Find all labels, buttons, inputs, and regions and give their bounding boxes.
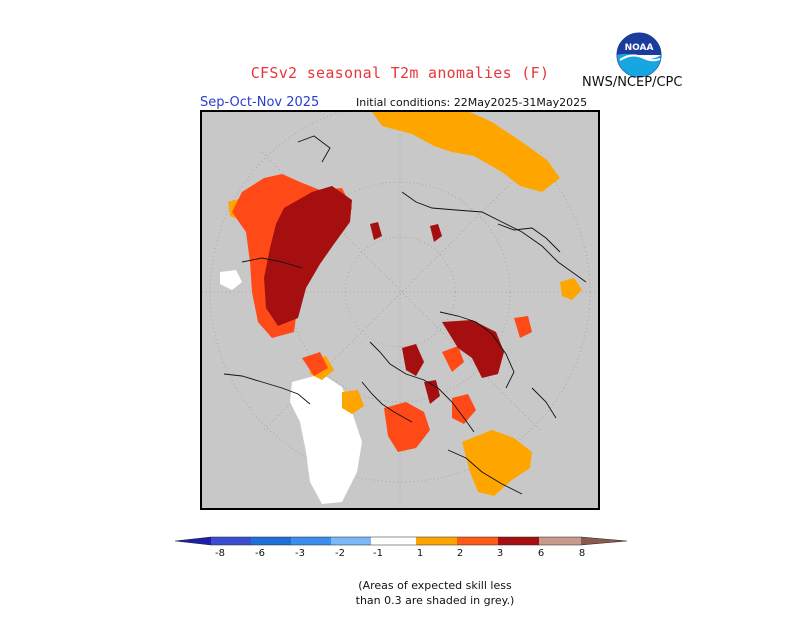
coastlines (223, 135, 587, 495)
map-title: CFSv2 seasonal T2m anomalies (F) (250, 64, 550, 82)
colorbar-label: -8 (215, 548, 225, 559)
colorbar-segment (498, 537, 539, 545)
skill-note-line1: (Areas of expected skill less (358, 579, 512, 592)
colorbar-label: -1 (373, 548, 383, 559)
colorbar-label: 2 (456, 548, 464, 559)
colorbar-label: -6 (255, 548, 265, 559)
colorbar-label: 1 (416, 548, 424, 559)
map-gridlines (202, 112, 598, 508)
credit-label: NWS/NCEP/CPC (582, 75, 683, 90)
colorbar-segment (331, 537, 371, 545)
colorbar-segment (457, 537, 498, 545)
colorbar-segment (211, 537, 251, 545)
colorbar-segment (291, 537, 331, 545)
anomaly-dark-red-areas (264, 186, 504, 404)
colorbar-low-arrow (175, 537, 211, 545)
skill-note-line2: than 0.3 are shaded in grey.) (355, 594, 515, 607)
colorbar-label: -2 (335, 548, 345, 559)
colorbar-segment (371, 537, 416, 545)
colorbar-label: 6 (537, 548, 545, 559)
season-label: Sep-Oct-Nov 2025 (200, 95, 320, 110)
colorbar-high-arrow (581, 537, 627, 545)
svg-text:NOAA: NOAA (625, 43, 654, 53)
initial-conditions-label: Initial conditions: 22May2025-31May2025 (356, 96, 588, 109)
polar-anomaly-map (200, 110, 600, 510)
colorbar-segment (539, 537, 581, 545)
colorbar-label: 8 (578, 548, 586, 559)
colorbar-label: 3 (496, 548, 504, 559)
color-scale-bar (175, 536, 627, 546)
colorbar-segment (416, 537, 457, 545)
noaa-logo: NOAA (616, 32, 662, 78)
colorbar-segment (251, 537, 291, 545)
skill-note: (Areas of expected skill less than 0.3 a… (0, 578, 800, 608)
colorbar-label: -3 (295, 548, 305, 559)
